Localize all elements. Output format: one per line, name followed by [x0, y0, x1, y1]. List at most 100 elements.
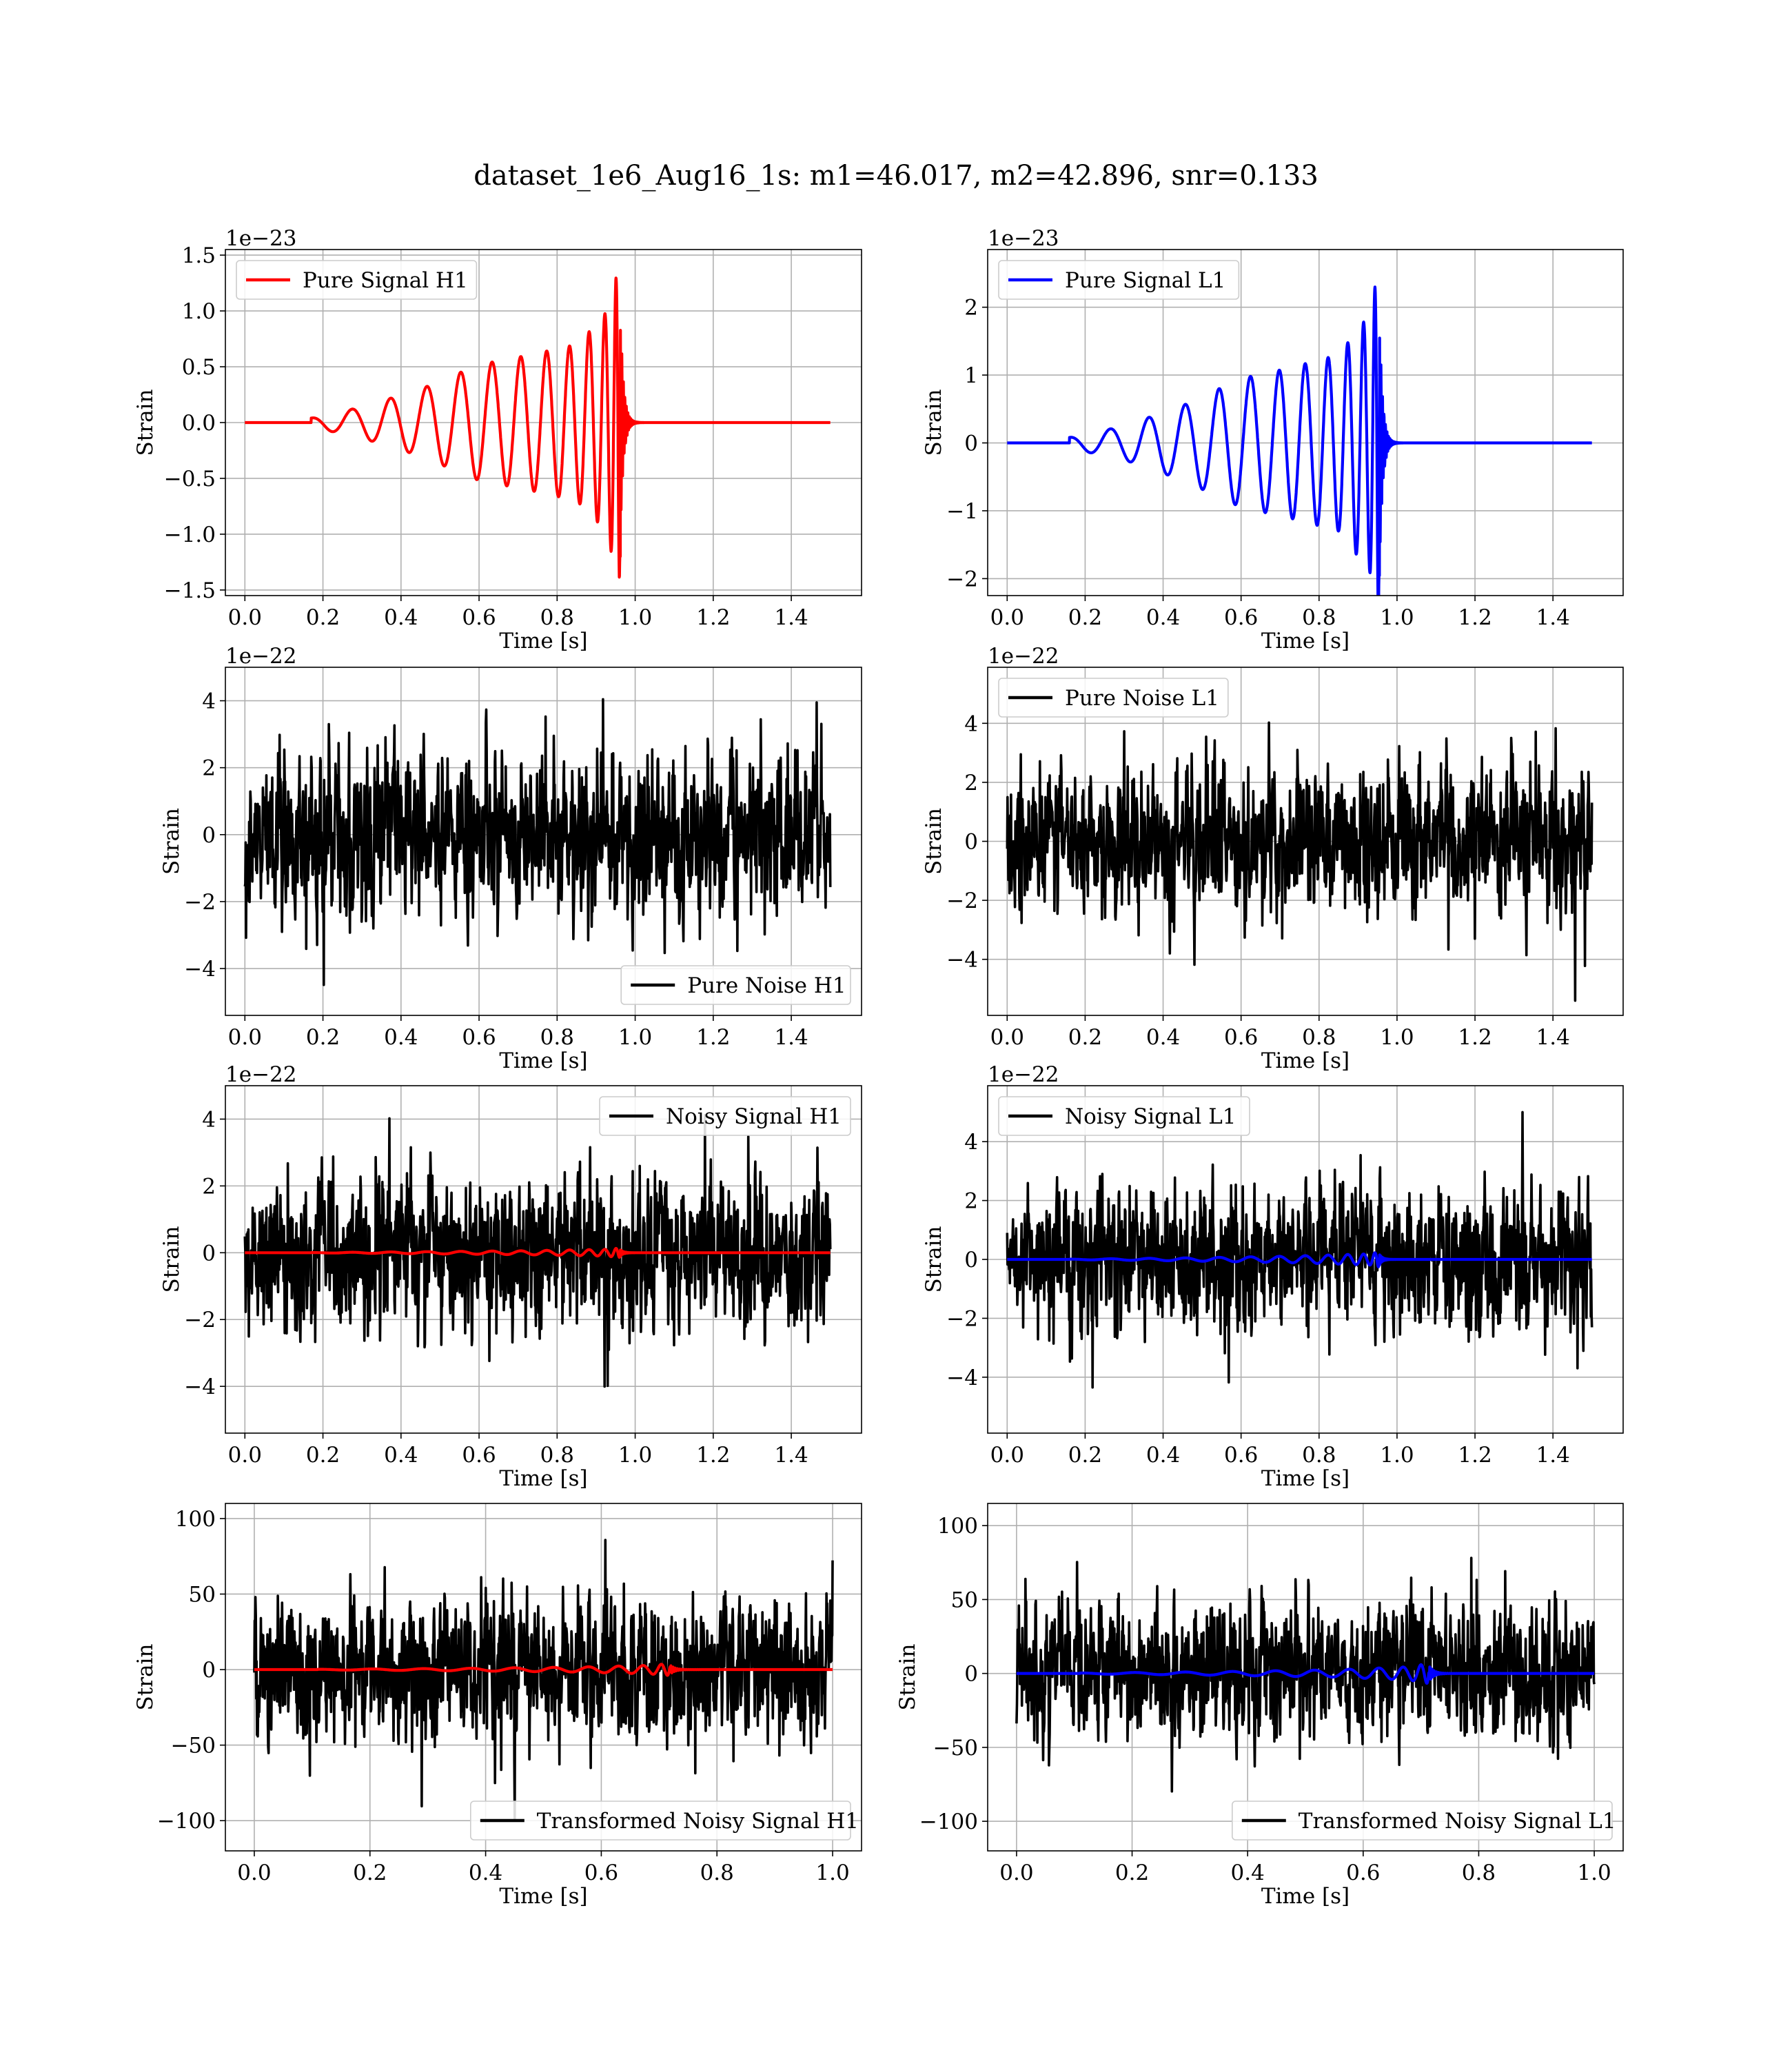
x-axis-label: Time [s]: [1261, 1048, 1350, 1073]
x-tick-label: 1.0: [1380, 605, 1414, 630]
y-axis-label: Strain: [922, 389, 946, 456]
y-tick-label: −2: [946, 1306, 978, 1331]
y-offset-multiplier: 1e−22: [225, 1062, 297, 1087]
x-tick-label: 0.8: [540, 605, 574, 630]
x-tick-label: 1.2: [696, 1443, 730, 1468]
x-tick-label: 0.2: [306, 605, 340, 630]
x-tick-label: 0.2: [1068, 1443, 1102, 1468]
y-tick-label: 0: [202, 1658, 216, 1683]
x-tick-label: 0.4: [1146, 605, 1180, 630]
y-tick-label: 100: [175, 1507, 216, 1532]
legend-box: [998, 1096, 1250, 1136]
x-tick-label: 0.4: [1146, 1025, 1180, 1050]
panel-h1-signal: 0.0 0.2 0.4 0.6 0.8 1.0 1.2 1.4 −1.5 −1.0 −0.5 0.0 0…: [133, 226, 862, 653]
legend-label: Pure Noise H1: [687, 973, 846, 998]
y-tick-label: −4: [184, 1375, 216, 1399]
y-tick-label: −4: [946, 1366, 978, 1390]
y-axis-label: Strain: [133, 1644, 158, 1711]
x-tick-label: 0.6: [1224, 605, 1258, 630]
series-line-noise: [1006, 721, 1594, 1002]
series-line-signal: [1006, 1251, 1594, 1268]
panel-h1-noisy: 0.0 0.2 0.4 0.6 0.8 1.0 1.2 1.4 −4 −2 0 2 4 Time [s] S…: [159, 1062, 862, 1491]
x-tick-label: 0.8: [540, 1443, 574, 1468]
series-line-signal: [253, 1663, 834, 1677]
legend-box: [236, 260, 478, 300]
x-tick-label: 0.0: [990, 1025, 1024, 1050]
y-tick-label: −100: [157, 1809, 216, 1834]
series-line-noise: [243, 698, 832, 986]
x-tick-label: 1.0: [618, 1443, 652, 1468]
x-tick-label: 0.0: [228, 1025, 262, 1050]
x-axis-label: Time [s]: [499, 1048, 587, 1073]
y-offset-multiplier: 1e−23: [988, 226, 1059, 251]
x-tick-label: 0.6: [584, 1861, 618, 1885]
x-tick-label: 0.4: [384, 1443, 418, 1468]
y-tick-label: −100: [919, 1810, 978, 1834]
series-line-signal: [1006, 285, 1594, 596]
y-tick-label: −50: [933, 1736, 978, 1761]
y-tick-label: −50: [171, 1734, 216, 1758]
y-tick-label: −1: [946, 499, 978, 524]
x-tick-label: 0.6: [1346, 1861, 1380, 1885]
legend-box: [998, 678, 1229, 718]
axes-frame: [225, 1503, 862, 1852]
y-tick-label: 2: [964, 1189, 978, 1214]
y-tick-label: 0: [964, 1248, 978, 1273]
y-tick-label: −2: [946, 889, 978, 913]
y-tick-label: 0.5: [182, 355, 216, 380]
x-tick-label: 0.0: [999, 1861, 1033, 1885]
x-tick-label: 0.8: [700, 1861, 734, 1885]
x-tick-label: 1.2: [696, 605, 730, 630]
y-tick-label: 4: [964, 1130, 978, 1155]
x-tick-label: 1.4: [1536, 605, 1570, 630]
x-tick-label: 0.0: [228, 605, 262, 630]
legend-label: Pure Signal H1: [303, 268, 468, 293]
panel-h1-noise: 0.0 0.2 0.4 0.6 0.8 1.0 1.2 1.4 −4 −2 0 2 4 Time [s] S…: [159, 644, 862, 1073]
y-tick-label: 2: [964, 296, 978, 321]
y-tick-label: −1.0: [164, 523, 216, 547]
x-tick-label: 1.2: [1458, 1025, 1491, 1050]
legend-box: [1232, 1801, 1613, 1841]
legend: Pure Noise H1: [620, 965, 851, 1005]
y-tick-label: 0.0: [182, 411, 216, 436]
x-tick-label: 0.2: [1068, 605, 1102, 630]
x-tick-label: 0.8: [1302, 1443, 1336, 1468]
x-tick-label: 1.0: [618, 1025, 652, 1050]
x-tick-label: 0.6: [462, 1025, 496, 1050]
y-tick-label: −4: [184, 957, 216, 982]
x-tick-label: 0.8: [1302, 1025, 1336, 1050]
axes-frame: [987, 249, 1624, 596]
x-tick-label: 1.4: [774, 605, 808, 630]
x-tick-label: 1.2: [696, 1025, 730, 1050]
legend: Noisy Signal L1: [998, 1096, 1250, 1136]
series-line-noise: [253, 1539, 834, 1821]
x-tick-label: 0.4: [1146, 1443, 1180, 1468]
x-tick-label: 1.4: [1536, 1443, 1570, 1468]
y-tick-label: 50: [951, 1588, 978, 1612]
x-tick-label: 0.6: [462, 605, 496, 630]
y-axis-label: Strain: [895, 1644, 920, 1711]
x-tick-label: 0.4: [384, 1025, 418, 1050]
x-tick-label: 1.4: [774, 1443, 808, 1468]
x-tick-label: 1.0: [1577, 1861, 1611, 1885]
y-tick-label: 2: [964, 771, 978, 795]
y-axis-label: Strain: [159, 1226, 184, 1293]
y-tick-label: −2: [946, 567, 978, 591]
panel-l1-noise: 0.0 0.2 0.4 0.6 0.8 1.0 1.2 1.4 −4 −2 0 2 4 Time [s] S…: [922, 644, 1624, 1073]
y-tick-label: 4: [202, 1107, 216, 1132]
legend-label: Transformed Noisy Signal H1: [537, 1809, 859, 1834]
y-tick-label: 0: [964, 830, 978, 855]
x-axis-label: Time [s]: [1261, 1466, 1350, 1491]
legend: Pure Noise L1: [998, 678, 1229, 718]
y-axis-label: Strain: [133, 389, 158, 456]
legend: Transformed Noisy Signal L1: [1232, 1801, 1616, 1841]
y-tick-label: 4: [964, 711, 978, 736]
x-axis-label: Time [s]: [1261, 1884, 1350, 1909]
x-tick-label: 0.2: [1115, 1861, 1149, 1885]
y-tick-label: −4: [946, 948, 978, 973]
x-tick-label: 0.6: [462, 1443, 496, 1468]
x-tick-label: 1.0: [1380, 1025, 1414, 1050]
x-tick-label: 1.4: [774, 1025, 808, 1050]
y-tick-label: 2: [202, 1174, 216, 1199]
legend-box: [620, 965, 851, 1005]
